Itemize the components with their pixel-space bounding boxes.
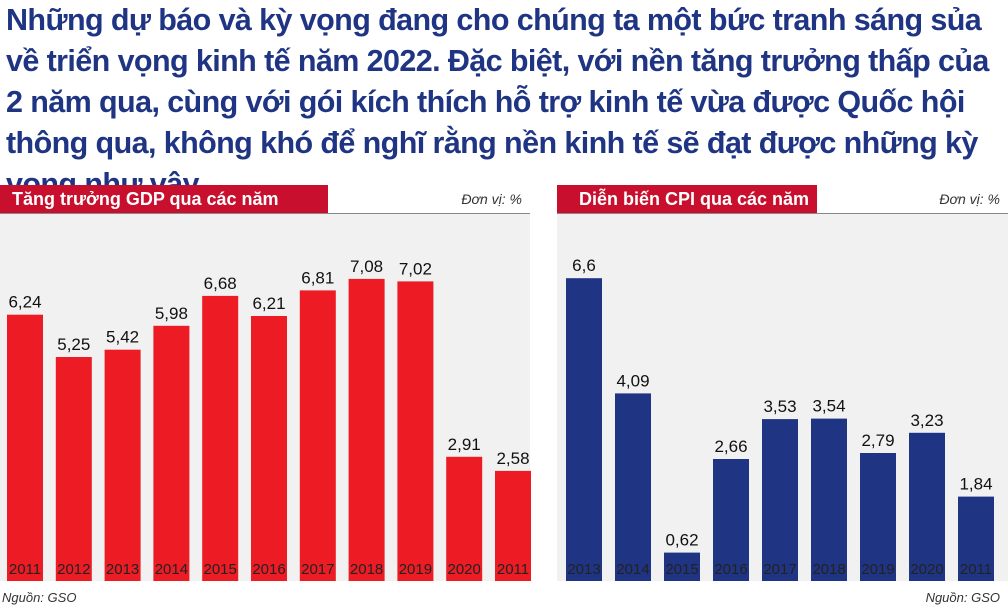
- gdp-x-tick-label-5: 2016: [252, 561, 286, 578]
- cpi-x-tick-label-3: 2016: [714, 561, 748, 578]
- gdp-header-rule: [0, 213, 530, 214]
- gdp-bar-6: [299, 290, 336, 581]
- cpi-bar-8: [958, 496, 994, 581]
- gdp-value-label-0: 6,24: [8, 293, 41, 312]
- gdp-chart-title: Tăng trưởng GDP qua các năm: [0, 185, 328, 213]
- cpi-bar-1: [615, 393, 651, 581]
- cpi-value-label-0: 6,6: [572, 256, 596, 275]
- gdp-bar-5: [251, 316, 287, 581]
- cpi-chart-title: Diễn biến CPI qua các năm: [557, 185, 817, 213]
- cpi-x-tick-label-7: 2020: [910, 561, 944, 578]
- gdp-x-tick-label-3: 2014: [154, 561, 189, 578]
- gdp-source: Nguồn: GSO: [2, 590, 77, 605]
- cpi-header-rule: [557, 213, 1008, 214]
- cpi-value-label-7: 3,23: [910, 411, 943, 430]
- gdp-x-tick-label-2: 2013: [105, 561, 140, 578]
- cpi-bar-5: [811, 418, 847, 581]
- gdp-bar-0: [7, 314, 43, 581]
- cpi-x-tick-label-5: 2018: [812, 561, 846, 578]
- gdp-value-label-2: 5,42: [106, 328, 139, 347]
- cpi-value-label-1: 4,09: [616, 371, 649, 390]
- gdp-value-label-6: 6,81: [301, 268, 334, 287]
- cpi-x-tick-label-6: 2019: [861, 561, 895, 578]
- gdp-x-tick-label-10: 2011: [496, 561, 530, 578]
- gdp-value-label-8: 7,02: [399, 259, 432, 278]
- cpi-value-label-6: 2,79: [861, 431, 894, 450]
- gdp-x-tick-label-1: 2012: [57, 561, 91, 578]
- gdp-bar-7: [348, 278, 385, 581]
- panel-divider: [543, 185, 544, 610]
- gdp-x-tick-label-7: 2018: [349, 561, 384, 578]
- cpi-value-label-8: 1,84: [959, 475, 992, 494]
- cpi-bar-4: [762, 419, 798, 581]
- gdp-bar-9: [446, 456, 483, 581]
- cpi-value-label-2: 0,62: [665, 531, 698, 550]
- cpi-x-tick-label-4: 2017: [763, 561, 797, 578]
- gdp-bar-8: [397, 281, 434, 581]
- cpi-x-tick-label-2: 2015: [665, 561, 699, 578]
- cpi-bar-3: [713, 459, 749, 581]
- gdp-value-label-3: 5,98: [155, 304, 188, 323]
- cpi-chart-header: Diễn biến CPI qua các năm Đơn vị: %: [557, 185, 1008, 213]
- cpi-x-tick-label-8: 2011: [959, 561, 993, 578]
- cpi-bar-6: [860, 453, 896, 581]
- cpi-bar-7: [909, 432, 945, 581]
- cpi-bar-0: [566, 278, 602, 581]
- gdp-value-label-5: 6,21: [252, 294, 285, 313]
- intro-paragraph: Những dự báo và kỳ vọng đang cho chúng t…: [6, 3, 989, 201]
- cpi-value-label-3: 2,66: [714, 437, 747, 456]
- gdp-bar-4: [202, 295, 239, 581]
- gdp-x-axis: 2011 2012 2013 2014 2015 2016 2017 2018 2019 2020…: [0, 561, 530, 583]
- gdp-value-label-1: 5,25: [57, 335, 90, 354]
- gdp-x-tick-label-8: 2019: [398, 561, 433, 578]
- gdp-chart-panel: Tăng trưởng GDP qua các năm Đơn vị: % 6,…: [0, 185, 531, 610]
- cpi-x-axis: 2013 2014 2015 2016 2017 2018 2019 2020 2011: [557, 561, 1008, 583]
- cpi-bar-chart: 6,6 4,09 0,62 2,66 3,53 3,54 2,79 3,23 1,84: [566, 256, 994, 581]
- gdp-value-label-4: 6,68: [204, 274, 237, 293]
- cpi-chart-panel: Diễn biến CPI qua các năm Đơn vị: % 6,6 4…: [557, 185, 1008, 610]
- gdp-bar-chart: 6,24 5,25 5,42 5,98 6,68 6,21 6,81 7,08 7,02 2,91…: [7, 257, 531, 581]
- gdp-x-tick-label-6: 2017: [301, 561, 335, 578]
- gdp-bar-3: [153, 325, 190, 581]
- gdp-x-tick-label-9: 2020: [447, 561, 481, 578]
- cpi-unit-label: Đơn vị: %: [939, 191, 1000, 207]
- gdp-bar-10: [495, 470, 531, 581]
- gdp-chart-header: Tăng trưởng GDP qua các năm Đơn vị: %: [0, 185, 530, 213]
- cpi-value-label-5: 3,54: [812, 397, 845, 416]
- gdp-value-label-7: 7,08: [350, 257, 383, 276]
- cpi-source: Nguồn: GSO: [925, 590, 1000, 605]
- gdp-bar-1: [55, 357, 92, 581]
- cpi-plot-area: 6,6 4,09 0,62 2,66 3,53 3,54 2,79 3,23 1,84: [557, 214, 1008, 581]
- gdp-x-tick-label-0: 2011: [8, 561, 42, 578]
- gdp-plot-area: 6,24 5,25 5,42 5,98 6,68 6,21 6,81 7,08 7,02 2,91…: [0, 214, 531, 581]
- cpi-x-tick-label-1: 2014: [616, 561, 650, 578]
- gdp-value-label-9: 2,91: [448, 435, 481, 454]
- gdp-unit-label: Đơn vị: %: [461, 191, 522, 207]
- cpi-x-tick-label-0: 2013: [567, 561, 601, 578]
- gdp-value-label-10: 2,58: [496, 449, 529, 468]
- gdp-bar-2: [104, 349, 141, 581]
- cpi-bar-2: [664, 552, 700, 581]
- cpi-value-label-4: 3,53: [763, 397, 796, 416]
- gdp-x-tick-label-4: 2015: [203, 561, 237, 578]
